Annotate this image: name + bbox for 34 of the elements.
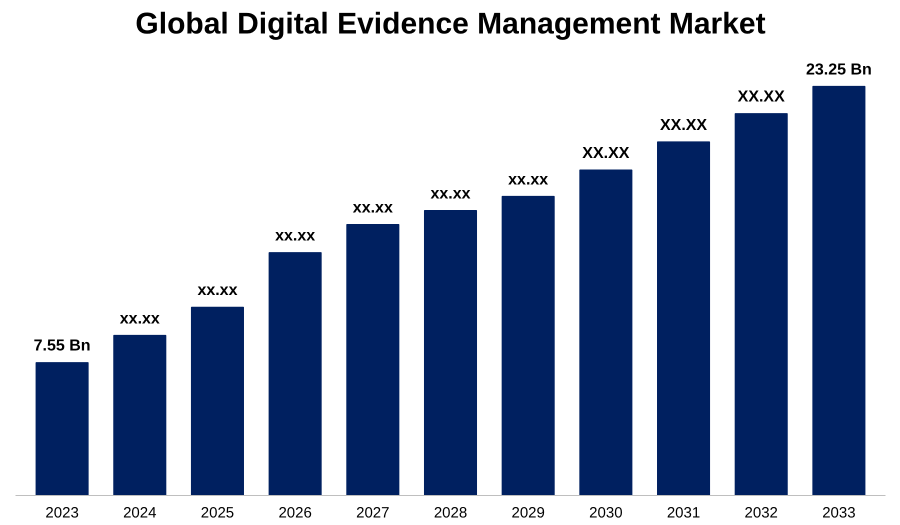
data-label: XX.XX	[582, 144, 630, 162]
x-tick-label: 2027	[356, 504, 390, 522]
data-label: 7.55 Bn	[34, 338, 91, 355]
bar	[579, 169, 632, 496]
x-tick-label: 2029	[511, 504, 545, 522]
bar	[268, 252, 322, 496]
bar	[36, 362, 89, 496]
bar	[812, 86, 866, 496]
x-tick-label: 2026	[278, 504, 312, 522]
data-label: xx.xx	[352, 200, 393, 217]
data-label: xx.xx	[120, 310, 160, 328]
x-tick-label: 2033	[822, 504, 856, 522]
x-tick-label: 2024	[123, 504, 156, 522]
bar	[113, 334, 166, 496]
data-label: 23.25 Bn	[806, 61, 872, 78]
bar	[502, 196, 555, 496]
x-tick-label: 2032	[744, 504, 778, 522]
bar	[657, 141, 710, 496]
x-tick-label: 2028	[434, 504, 468, 522]
bar	[734, 113, 788, 496]
chart-title: Global Digital Evidence Management Market	[135, 8, 766, 40]
data-label: xx.xx	[508, 171, 548, 188]
bar	[346, 224, 400, 496]
data-label: xx.xx	[430, 185, 471, 202]
data-label: xx.xx	[197, 282, 238, 300]
x-tick-label: 2023	[45, 504, 79, 522]
bar	[424, 210, 478, 496]
x-tick-label: 2025	[200, 504, 234, 522]
data-label: XX.XX	[660, 116, 708, 134]
data-label: xx.xx	[275, 228, 316, 245]
x-tick-label: 2030	[589, 504, 623, 522]
data-label: XX.XX	[738, 88, 786, 106]
x-tick-label: 2031	[666, 504, 700, 522]
bar	[190, 306, 244, 496]
